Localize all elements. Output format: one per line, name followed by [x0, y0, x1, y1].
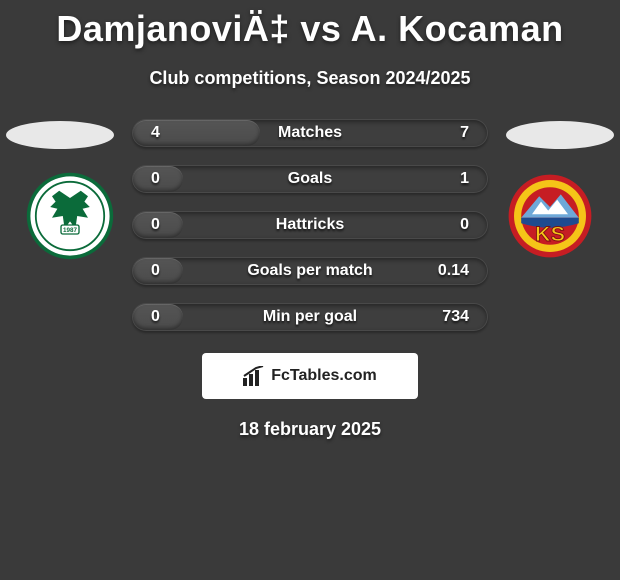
branding-box: FcTables.com	[202, 353, 418, 399]
stat-label: Goals per match	[247, 262, 372, 280]
stat-label: Hattricks	[276, 216, 344, 234]
stat-bar: 0 Goals per match 0.14	[132, 257, 488, 285]
stat-bar: 0 Min per goal 734	[132, 303, 488, 331]
stat-label: Goals	[288, 170, 332, 188]
stats-area: 1987 KS 4 Matches 7 0 Goals 1 0 Hattricks 0 0 Goal…	[0, 119, 620, 331]
player-right-ellipse	[506, 121, 614, 149]
stat-bar: 4 Matches 7	[132, 119, 488, 147]
stat-value-left: 0	[151, 262, 160, 280]
badge-right-letters: KS	[535, 221, 565, 246]
stat-label: Min per goal	[263, 308, 357, 326]
chart-icon	[243, 366, 265, 386]
stat-value-left: 0	[151, 170, 160, 188]
stat-value-left: 4	[151, 124, 160, 142]
stat-value-right: 0	[460, 216, 469, 234]
stat-bar: 0 Hattricks 0	[132, 211, 488, 239]
club-badge-left: 1987	[20, 171, 120, 261]
stat-value-right: 1	[460, 170, 469, 188]
stat-value-right: 0.14	[438, 262, 469, 280]
stat-value-right: 7	[460, 124, 469, 142]
stat-bars: 4 Matches 7 0 Goals 1 0 Hattricks 0 0 Goals per ma…	[132, 119, 488, 331]
badge-left-year: 1987	[63, 227, 78, 234]
branding-text: FcTables.com	[271, 367, 377, 385]
stat-label: Matches	[278, 124, 342, 142]
stat-value-right: 734	[442, 308, 469, 326]
club-badge-right: KS	[500, 171, 600, 261]
stat-value-left: 0	[151, 216, 160, 234]
stat-value-left: 0	[151, 308, 160, 326]
date-text: 18 february 2025	[0, 419, 620, 440]
subtitle: Club competitions, Season 2024/2025	[0, 68, 620, 89]
player-left-ellipse	[6, 121, 114, 149]
page-title: DamjanoviÄ‡ vs A. Kocaman	[0, 0, 620, 50]
stat-bar: 0 Goals 1	[132, 165, 488, 193]
